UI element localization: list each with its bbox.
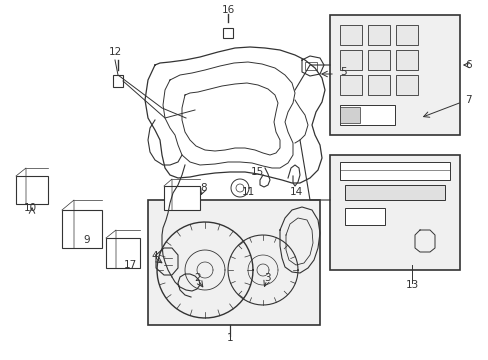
Bar [345,208,384,225]
Bar [339,25,361,45]
Text: 8: 8 [200,183,206,193]
Text: 15: 15 [250,167,263,177]
Bar [329,15,459,135]
Bar [223,28,232,38]
Bar [106,238,140,268]
Bar [62,210,102,248]
Bar [148,200,319,325]
Bar [329,155,459,270]
Text: 11: 11 [241,187,254,197]
Bar [395,50,417,70]
Bar [113,75,123,87]
Text: 7: 7 [464,95,470,105]
Bar [339,107,359,123]
Text: 16: 16 [221,5,234,15]
Text: 12: 12 [108,47,122,57]
Text: 10: 10 [23,203,37,213]
Bar [16,176,48,204]
Text: 14: 14 [289,187,302,197]
Text: 1: 1 [226,333,233,343]
Bar [395,75,417,95]
Text: 9: 9 [83,235,90,245]
Bar [367,25,389,45]
Text: 3: 3 [263,273,270,283]
Bar [345,185,444,200]
Bar [339,50,361,70]
Bar [367,50,389,70]
Text: 17: 17 [123,260,136,270]
Bar [339,162,449,180]
Text: 2: 2 [194,273,201,283]
Bar [395,25,417,45]
Bar [367,75,389,95]
Bar [339,105,394,125]
Text: 4: 4 [151,251,158,261]
Bar [339,75,361,95]
Text: 13: 13 [405,280,418,290]
Text: 5: 5 [339,67,346,77]
Bar [305,62,316,70]
Bar [163,186,200,210]
Text: 6: 6 [464,60,470,70]
